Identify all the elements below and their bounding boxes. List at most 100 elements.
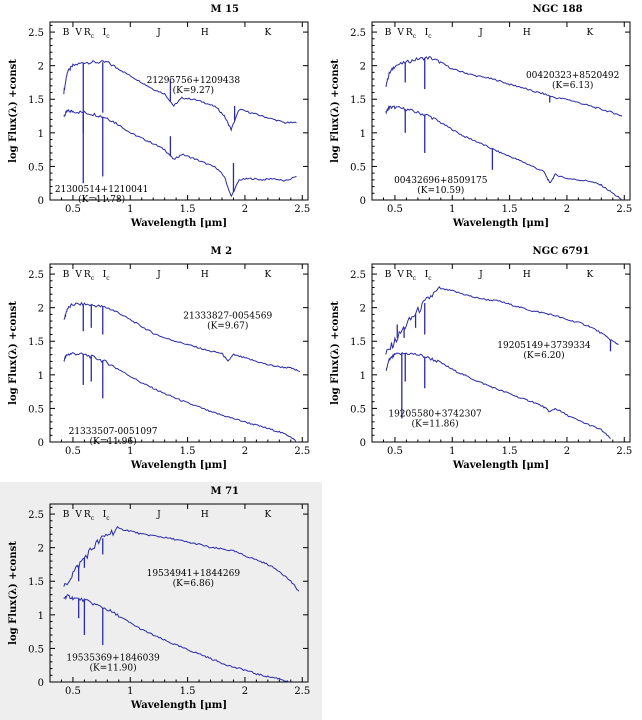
band-label: K [586,28,593,38]
series-name: 19534941+1844269 [147,569,241,579]
x-tick-label: 0.5 [387,204,403,215]
band-label: J [156,270,161,280]
series-k-mag: (K=6.20) [523,350,564,361]
y-tick-label: 0.5 [28,644,44,655]
series-name: 21295756+1209438 [147,76,241,86]
x-tick-label: 1.5 [180,204,196,215]
y-tick-label: 1 [38,611,44,622]
x-tick-label: 1 [449,204,455,215]
series-k-mag: (K=6.86) [173,578,214,589]
band-label: B [63,28,70,38]
chart-m15: M 15 B V Rc Ic J H K 0.5 1 1.5 2 2.5 0 0.5 1 1.5 2 2.5 Wave… [0,0,320,240]
series-k-mag: (K=11.86) [412,418,459,429]
chart-svg: M 71 B V Rc Ic J H K 0.5 1 1.5 2 2.5 0 0.5 1 1.5 2 2.5 Wave… [8,486,310,711]
y-tick-label: 2 [360,304,366,315]
x-tick-label: 2 [242,204,248,215]
series-name: 00420323+8520492 [526,71,619,81]
x-tick-label: 2.5 [294,686,310,697]
spectrum-line [63,352,297,443]
y-tick-label: 2.5 [350,270,366,281]
x-axis-label: Wavelength [μm] [452,218,549,229]
y-tick-label: 0.5 [28,404,44,415]
band-label: J [478,270,483,280]
series-name: 21333827-0054569 [183,311,272,321]
y-axis-label: log Flux(λ) +const [8,59,19,163]
band-label: K [264,270,271,280]
band-label: H [523,270,531,280]
y-tick-label: 0 [38,678,44,689]
y-tick-label: 2.5 [28,28,44,39]
x-tick-label: 1.5 [180,446,196,457]
band-label: H [523,28,531,38]
band-label: Ic [425,270,433,282]
spectrum-line [385,285,619,355]
x-axis-label: Wavelength [μm] [130,700,227,711]
spectrum-line [63,594,289,683]
band-label: J [156,510,161,520]
x-tick-label: 1.5 [180,686,196,697]
chart-svg: NGC 6791 B V Rc Ic J H K 0.5 1 1.5 2 2.5 0 0.5 1 1.5 2 2.5… [330,246,632,471]
y-axis-label: log Flux(λ) +const [330,301,341,405]
band-label: Rc [84,28,95,40]
y-tick-label: 1 [38,129,44,140]
x-tick-label: 2.5 [616,204,632,215]
series-k-mag: (K=9.27) [173,85,214,96]
x-tick-label: 2 [564,446,570,457]
chart-svg: NGC 188 B V Rc Ic J H K 0.5 1 1.5 2 2.5 0 0.5 1 1.5 2 2.5 W… [330,4,632,229]
series-name: 21333507-0051097 [69,427,158,437]
x-tick-label: 1 [127,204,133,215]
band-label: Ic [103,510,111,522]
series-name: 19205580+3742307 [388,409,482,419]
band-label: Rc [84,270,95,282]
y-tick-label: 1 [38,371,44,382]
x-tick-label: 2.5 [616,446,632,457]
y-tick-label: 1.5 [350,337,366,348]
band-label: J [478,28,483,38]
y-tick-label: 2.5 [28,510,44,521]
band-label: V [74,28,82,38]
band-label: H [201,270,209,280]
y-tick-label: 1 [360,129,366,140]
x-tick-label: 2 [564,204,570,215]
band-label: Rc [406,270,417,282]
y-tick-label: 1.5 [350,95,366,106]
series-name: 19205149+3739334 [497,341,591,351]
y-axis-label: log Flux(λ) +const [330,59,341,163]
band-label: V [396,28,404,38]
y-tick-label: 2 [38,62,44,73]
x-tick-label: 0.5 [65,204,81,215]
band-label: B [385,28,392,38]
x-tick-label: 0.5 [65,686,81,697]
y-tick-label: 1 [360,371,366,382]
band-label: H [201,510,209,520]
series-k-mag: (K=11.90) [90,663,137,674]
spectrum-line [63,301,301,372]
plot-frame [371,21,631,201]
spectrum-line [63,60,297,132]
band-label: B [385,270,392,280]
x-tick-label: 1 [449,446,455,457]
series-name: 21300514+1210041 [55,185,148,195]
chart-title: M 2 [211,246,233,257]
band-label: V [396,270,404,280]
band-label: Ic [103,28,111,40]
y-tick-label: 2.5 [28,270,44,281]
band-label: V [74,270,82,280]
chart-ngc188: NGC 188 B V Rc Ic J H K 0.5 1 1.5 2 2.5 0 0.5 1 1.5 2 2.5 W… [322,0,642,240]
chart-title: M 15 [211,4,240,15]
chart-title: M 71 [211,486,239,497]
band-label: H [201,28,209,38]
band-label: B [63,270,70,280]
y-tick-label: 2 [38,304,44,315]
band-label: Rc [406,28,417,40]
x-tick-label: 0.5 [387,446,403,457]
x-axis-label: Wavelength [μm] [452,460,549,471]
y-tick-label: 1.5 [28,577,44,588]
x-tick-label: 1 [127,446,133,457]
series-name: 19535369+1846039 [66,654,160,664]
band-label: J [156,28,161,38]
y-tick-label: 0 [38,438,44,449]
plot-frame [49,21,309,201]
x-tick-label: 1.5 [502,446,518,457]
plot-frame [49,503,309,683]
